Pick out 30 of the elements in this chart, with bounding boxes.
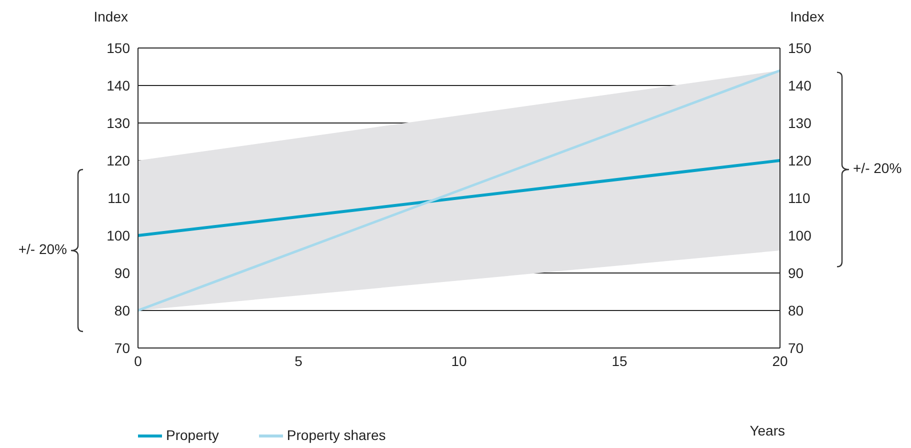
- x-tick-label: 15: [612, 352, 628, 369]
- text: +/- 20%: [18, 241, 67, 258]
- x-axis-title: Years: [750, 422, 785, 439]
- y-tick-label: 70: [114, 340, 130, 356]
- y-tick-label: 150: [106, 40, 130, 56]
- y2-axis-title: Index: [790, 8, 824, 25]
- y-tick-label: 140: [106, 77, 130, 94]
- x-tick-label: 5: [294, 352, 303, 369]
- legend-label: Property: [166, 426, 219, 443]
- y-tick-label: 80: [114, 302, 130, 318]
- x-tick-label: 20: [772, 352, 788, 369]
- y2-tick-label: 150: [788, 40, 812, 56]
- y-tick-label: 100: [106, 227, 130, 244]
- y2-tick-label: 80: [788, 302, 804, 318]
- x-tick-label: 10: [451, 352, 467, 369]
- y2-tick-label: 120: [788, 152, 812, 168]
- y-tick-label: 120: [106, 152, 130, 168]
- y-tick-label: 90: [114, 264, 130, 281]
- legend-label: Property shares: [286, 426, 386, 443]
- y-axis-title: Index: [94, 8, 128, 25]
- y2-tick-label: 140: [788, 77, 812, 94]
- y2-tick-label: 70: [788, 340, 804, 356]
- y2-tick-label: 90: [788, 264, 804, 281]
- y-tick-label: 130: [106, 114, 130, 131]
- text: +/- 20%: [853, 160, 902, 176]
- y2-tick-label: 130: [788, 114, 812, 131]
- y2-tick-label: 100: [788, 227, 812, 244]
- y-tick-label: 110: [108, 190, 130, 206]
- x-tick-label: 0: [134, 352, 142, 369]
- y2-tick-label: 110: [788, 190, 811, 206]
